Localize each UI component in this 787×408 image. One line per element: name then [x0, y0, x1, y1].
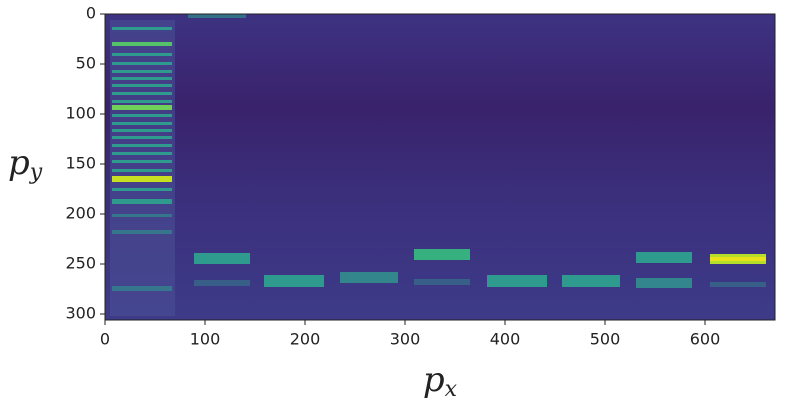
y-axis-label: py	[8, 143, 43, 185]
y-tick-label: 300	[65, 304, 96, 323]
y-label-base: p	[8, 143, 30, 183]
y-tick-label: 0	[86, 4, 96, 23]
gel-image	[105, 14, 775, 320]
x-tick-label: 100	[190, 330, 221, 349]
x-label-base: p	[423, 360, 445, 400]
y-tick-label: 50	[76, 54, 96, 73]
x-tick-label: 400	[490, 330, 521, 349]
x-tick-label: 500	[590, 330, 621, 349]
plot-frame	[104, 13, 776, 321]
x-axis-label: px	[423, 360, 458, 402]
x-tick-label: 600	[690, 330, 721, 349]
y-tick-label: 200	[65, 204, 96, 223]
y-tick-label: 250	[65, 254, 96, 273]
x-label-sub: x	[445, 377, 458, 402]
y-tick-label: 150	[65, 154, 96, 173]
x-tick-label: 200	[290, 330, 321, 349]
x-tick-label: 0	[100, 330, 110, 349]
y-label-sub: y	[29, 160, 43, 185]
y-tick-label: 100	[65, 104, 96, 123]
x-tick-label: 300	[390, 330, 421, 349]
